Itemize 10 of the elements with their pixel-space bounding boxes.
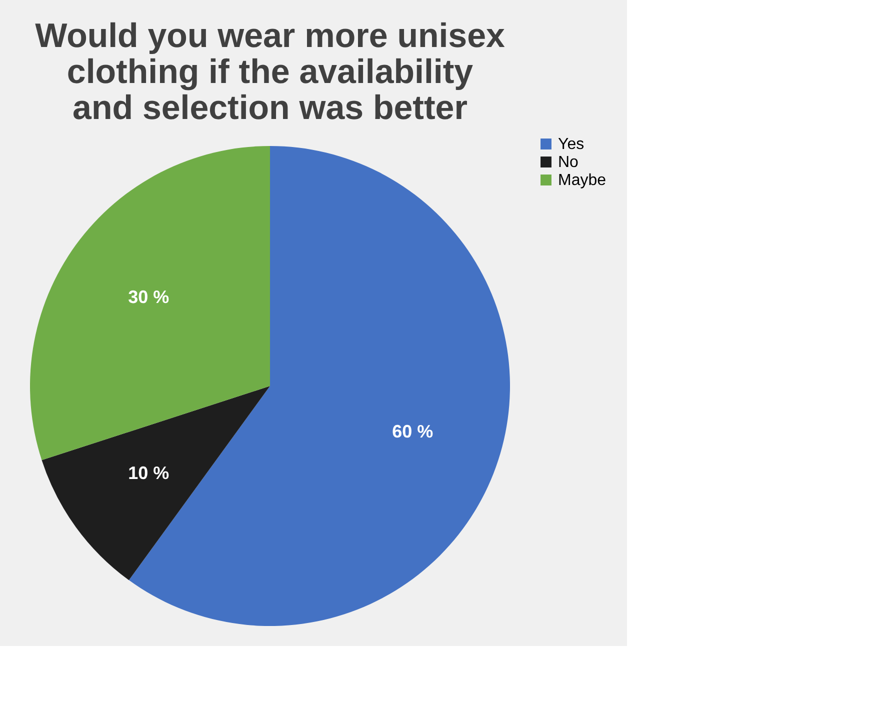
data-label: 30 % [128, 286, 170, 307]
data-label: 60 % [392, 421, 434, 442]
pie-slice [30, 146, 270, 460]
pie-slice [42, 386, 270, 580]
pie-slice [128, 146, 510, 626]
legend-label: Yes [558, 136, 584, 153]
chart-title: Would you wear more unisex clothing if the availability and selection was better [35, 17, 505, 127]
data-label: 10 % [128, 463, 170, 484]
legend-label: No [558, 154, 579, 171]
legend-label: Maybe [558, 172, 606, 189]
